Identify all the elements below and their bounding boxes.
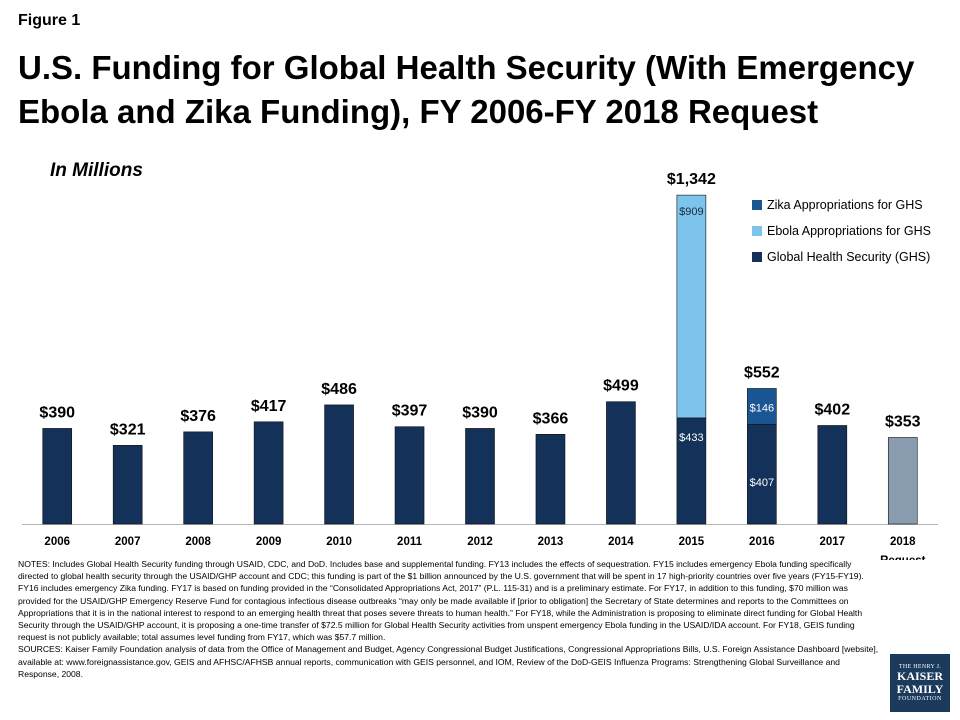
- x-tick-label-2016: 2016: [749, 536, 775, 548]
- total-label-2011: $397: [392, 403, 428, 420]
- total-label-2012: $390: [462, 404, 498, 421]
- bar-2006-series-0: [42, 428, 73, 525]
- footnotes: NOTES: Includes Global Health Security f…: [18, 558, 880, 680]
- logo-line-1: THE HENRY J.: [898, 664, 942, 670]
- legend-item-ebola: Ebola Appropriations for GHS: [752, 218, 931, 244]
- bar-2009-series-0: [253, 421, 284, 525]
- x-tick-label-2007: 2007: [115, 536, 141, 548]
- bar-2011-series-0: [394, 426, 425, 525]
- x-tick-sublabel-2018: Request: [880, 555, 926, 560]
- bar-2018-series-0: [887, 437, 918, 525]
- total-label-2013: $366: [533, 410, 569, 427]
- bar-chart: $390 2006 $321 2007 $376 2008 $417 2009 $486 2010…: [22, 171, 938, 560]
- bar-2017-series-0: [817, 425, 848, 525]
- legend-item-zika: Zika Appropriations for GHS: [752, 192, 931, 218]
- x-tick-label-2008: 2008: [185, 536, 211, 548]
- x-tick-label-2006: 2006: [44, 536, 70, 548]
- legend-swatch-zika: [752, 200, 762, 210]
- bar-2013-series-0: [535, 434, 566, 525]
- segment-label-2015-series-0: $433: [679, 432, 703, 444]
- bar-2015-series-1: [676, 194, 707, 419]
- total-label-2009: $417: [251, 398, 287, 415]
- x-tick-label-2018: 2018: [890, 536, 916, 548]
- legend-label-zika: Zika Appropriations for GHS: [767, 198, 923, 212]
- legend-swatch-ebola: [752, 226, 762, 236]
- total-label-2015: $1,342: [667, 171, 716, 188]
- legend-item-ghs: Global Health Security (GHS): [752, 244, 931, 270]
- logo-line-4: FOUNDATION: [898, 696, 942, 702]
- x-tick-label-2009: 2009: [256, 536, 282, 548]
- total-label-2016: $552: [744, 365, 780, 382]
- bar-2007-series-0: [112, 445, 143, 525]
- total-label-2018: $353: [885, 413, 921, 430]
- x-tick-label-2010: 2010: [326, 536, 352, 548]
- kff-logo: THE HENRY J. KAISER FAMILY FOUNDATION: [890, 654, 950, 712]
- bar-2014-series-0: [606, 401, 636, 525]
- total-label-2017: $402: [815, 401, 851, 418]
- bar-2016-series-2: [747, 388, 777, 425]
- legend-label-ebola: Ebola Appropriations for GHS: [767, 224, 931, 238]
- legend-label-ghs: Global Health Security (GHS): [767, 250, 931, 264]
- x-tick-label-2015: 2015: [679, 536, 705, 548]
- x-tick-label-2017: 2017: [820, 536, 846, 548]
- x-tick-label-2011: 2011: [397, 536, 423, 548]
- total-label-2008: $376: [180, 408, 216, 425]
- x-tick-label-2013: 2013: [538, 536, 564, 548]
- segment-label-2016-series-0: $407: [750, 477, 774, 489]
- bar-2016-series-0: [747, 423, 777, 525]
- logo-line-2: KAISER: [896, 669, 943, 683]
- notes-text: NOTES: Includes Global Health Security f…: [18, 559, 864, 643]
- legend-swatch-ghs: [752, 252, 762, 262]
- total-label-2006: $390: [39, 404, 75, 421]
- bar-2015-series-0: [676, 417, 707, 525]
- x-tick-label-2012: 2012: [467, 536, 493, 548]
- segment-label-2016-series-2: $146: [750, 402, 774, 414]
- figure-label: Figure 1: [18, 12, 81, 29]
- bar-2010-series-0: [324, 404, 354, 525]
- logo-line-3: FAMILY: [896, 682, 944, 696]
- segment-label-2015-series-1: $909: [679, 206, 703, 218]
- total-label-2014: $499: [603, 378, 639, 395]
- total-label-2007: $321: [110, 421, 146, 438]
- bar-2012-series-0: [465, 428, 495, 525]
- total-label-2010: $486: [321, 381, 357, 398]
- sources-text: SOURCES: Kaiser Family Foundation analys…: [18, 644, 879, 679]
- x-tick-label-2014: 2014: [608, 536, 634, 548]
- units-label: In Millions: [50, 160, 143, 181]
- bar-2008-series-0: [183, 431, 213, 525]
- chart-title: U.S. Funding for Global Health Security …: [18, 49, 915, 130]
- chart-legend: Zika Appropriations for GHS Ebola Approp…: [752, 192, 931, 270]
